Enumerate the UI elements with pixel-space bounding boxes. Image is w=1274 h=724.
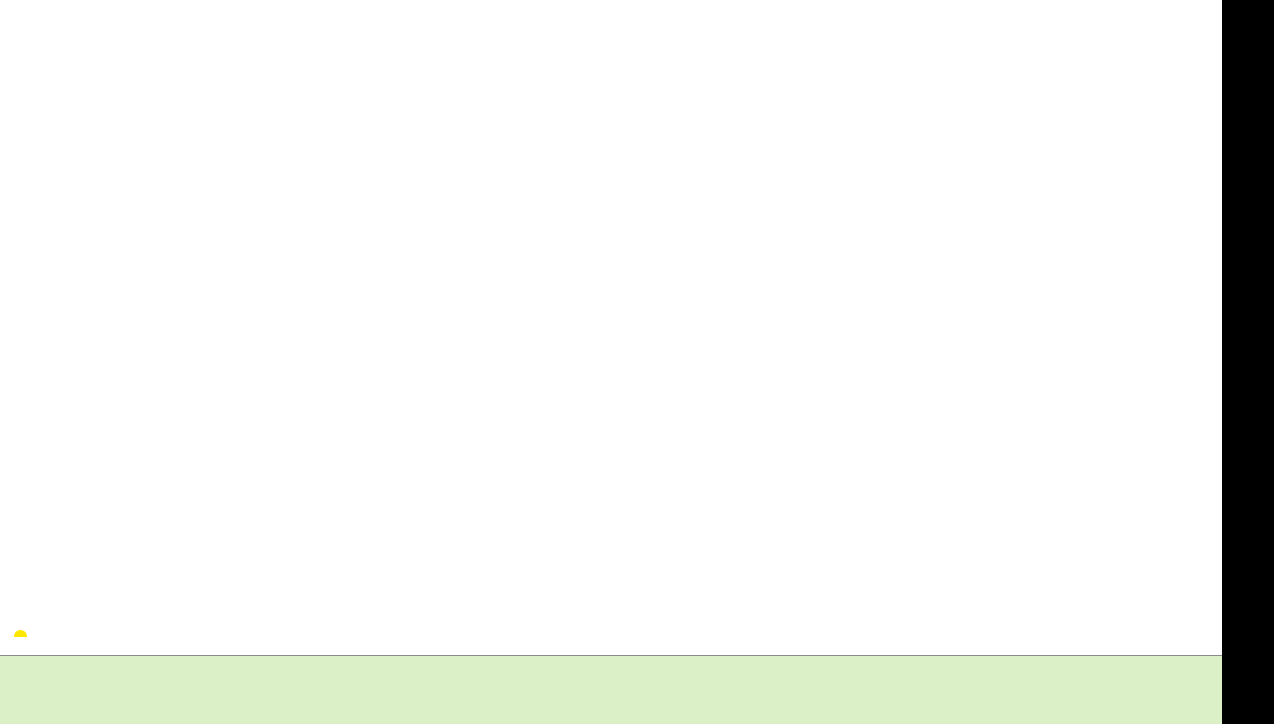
- sun-at-horizon-icon: [14, 630, 27, 637]
- table-top-border: [0, 655, 1222, 656]
- current-time: [10, 630, 27, 638]
- stats-table-background: [0, 656, 1222, 724]
- screen-edge-black-strip: [1222, 0, 1274, 724]
